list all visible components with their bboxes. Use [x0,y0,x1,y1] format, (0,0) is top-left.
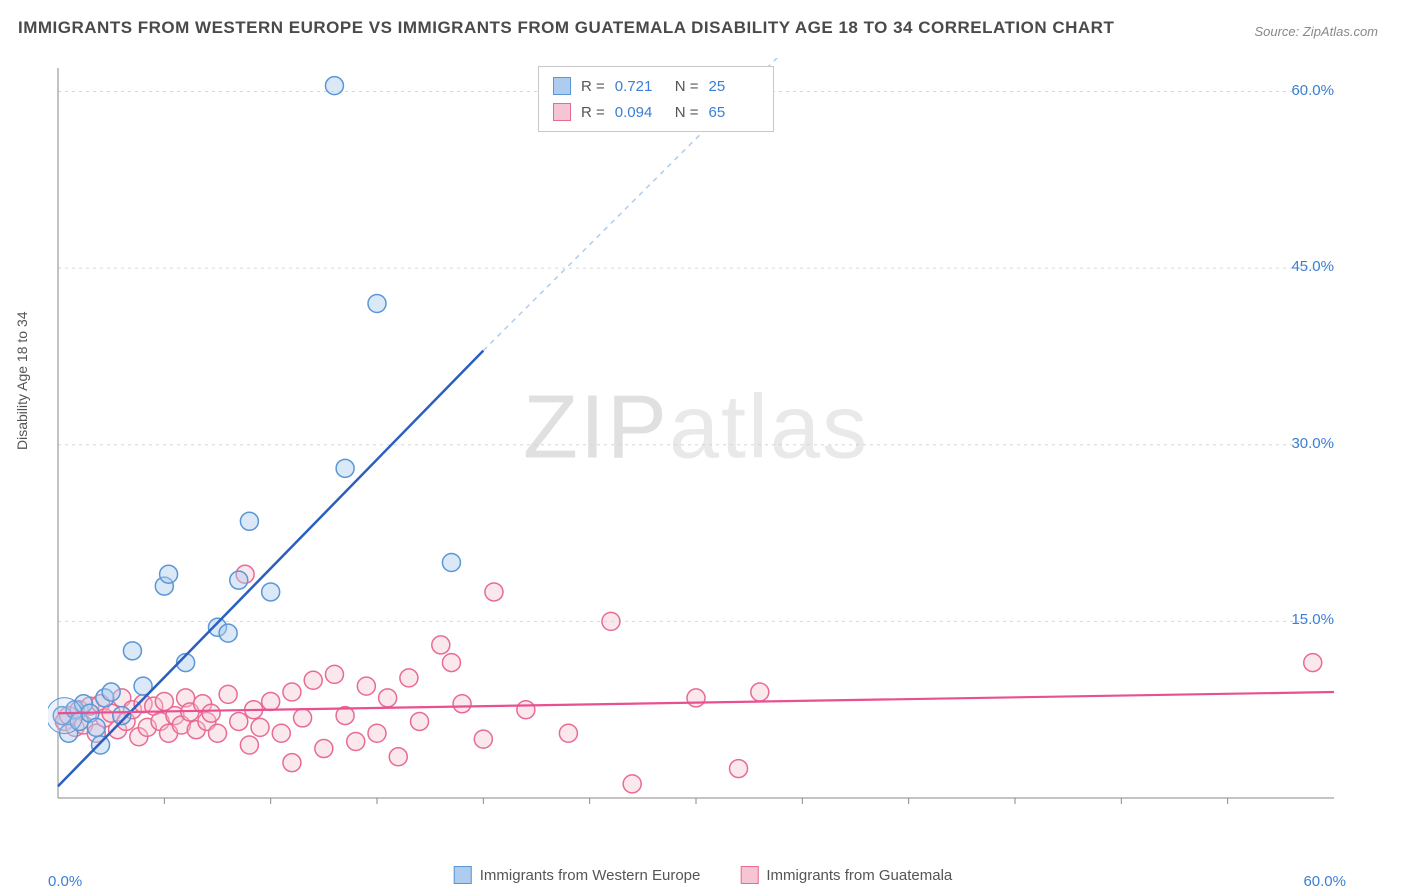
legend-swatch-pink [740,866,758,884]
legend-swatch-blue [454,866,472,884]
n-value: 25 [709,78,759,95]
y-tick-label: 60.0% [1291,82,1334,99]
legend-stats-box: R = 0.721 N = 25 R = 0.094 N = 65 [538,66,774,132]
legend-label-western-europe: Immigrants from Western Europe [480,867,701,884]
r-value: 0.721 [615,78,665,95]
legend-label-guatemala: Immigrants from Guatemala [766,867,952,884]
stats-swatch [553,77,571,95]
r-value: 0.094 [615,104,665,121]
y-tick-label: 45.0% [1291,258,1334,275]
bottom-legend: Immigrants from Western Europe Immigrant… [454,866,953,884]
r-label: R = [581,78,605,95]
n-label: N = [675,104,699,121]
stats-swatch [553,103,571,121]
n-value: 65 [709,104,759,121]
scatter-plot-svg [48,58,1344,828]
y-tick-label: 30.0% [1291,435,1334,452]
legend-stats-row: R = 0.721 N = 25 [553,73,759,99]
n-label: N = [675,78,699,95]
x-tick-min: 0.0% [48,873,82,890]
y-tick-label: 15.0% [1291,611,1334,628]
chart-title: IMMIGRANTS FROM WESTERN EUROPE VS IMMIGR… [18,18,1114,38]
legend-stats-row: R = 0.094 N = 65 [553,99,759,125]
x-tick-max: 60.0% [1303,873,1346,890]
legend-item-guatemala: Immigrants from Guatemala [740,866,952,884]
r-label: R = [581,104,605,121]
y-axis-label: Disability Age 18 to 34 [14,311,30,450]
chart-area: ZIPatlas R =0.721N =25R =0.094N =65 15.0… [48,58,1344,828]
source-attribution: Source: ZipAtlas.com [1254,24,1378,39]
legend-item-western-europe: Immigrants from Western Europe [454,866,701,884]
